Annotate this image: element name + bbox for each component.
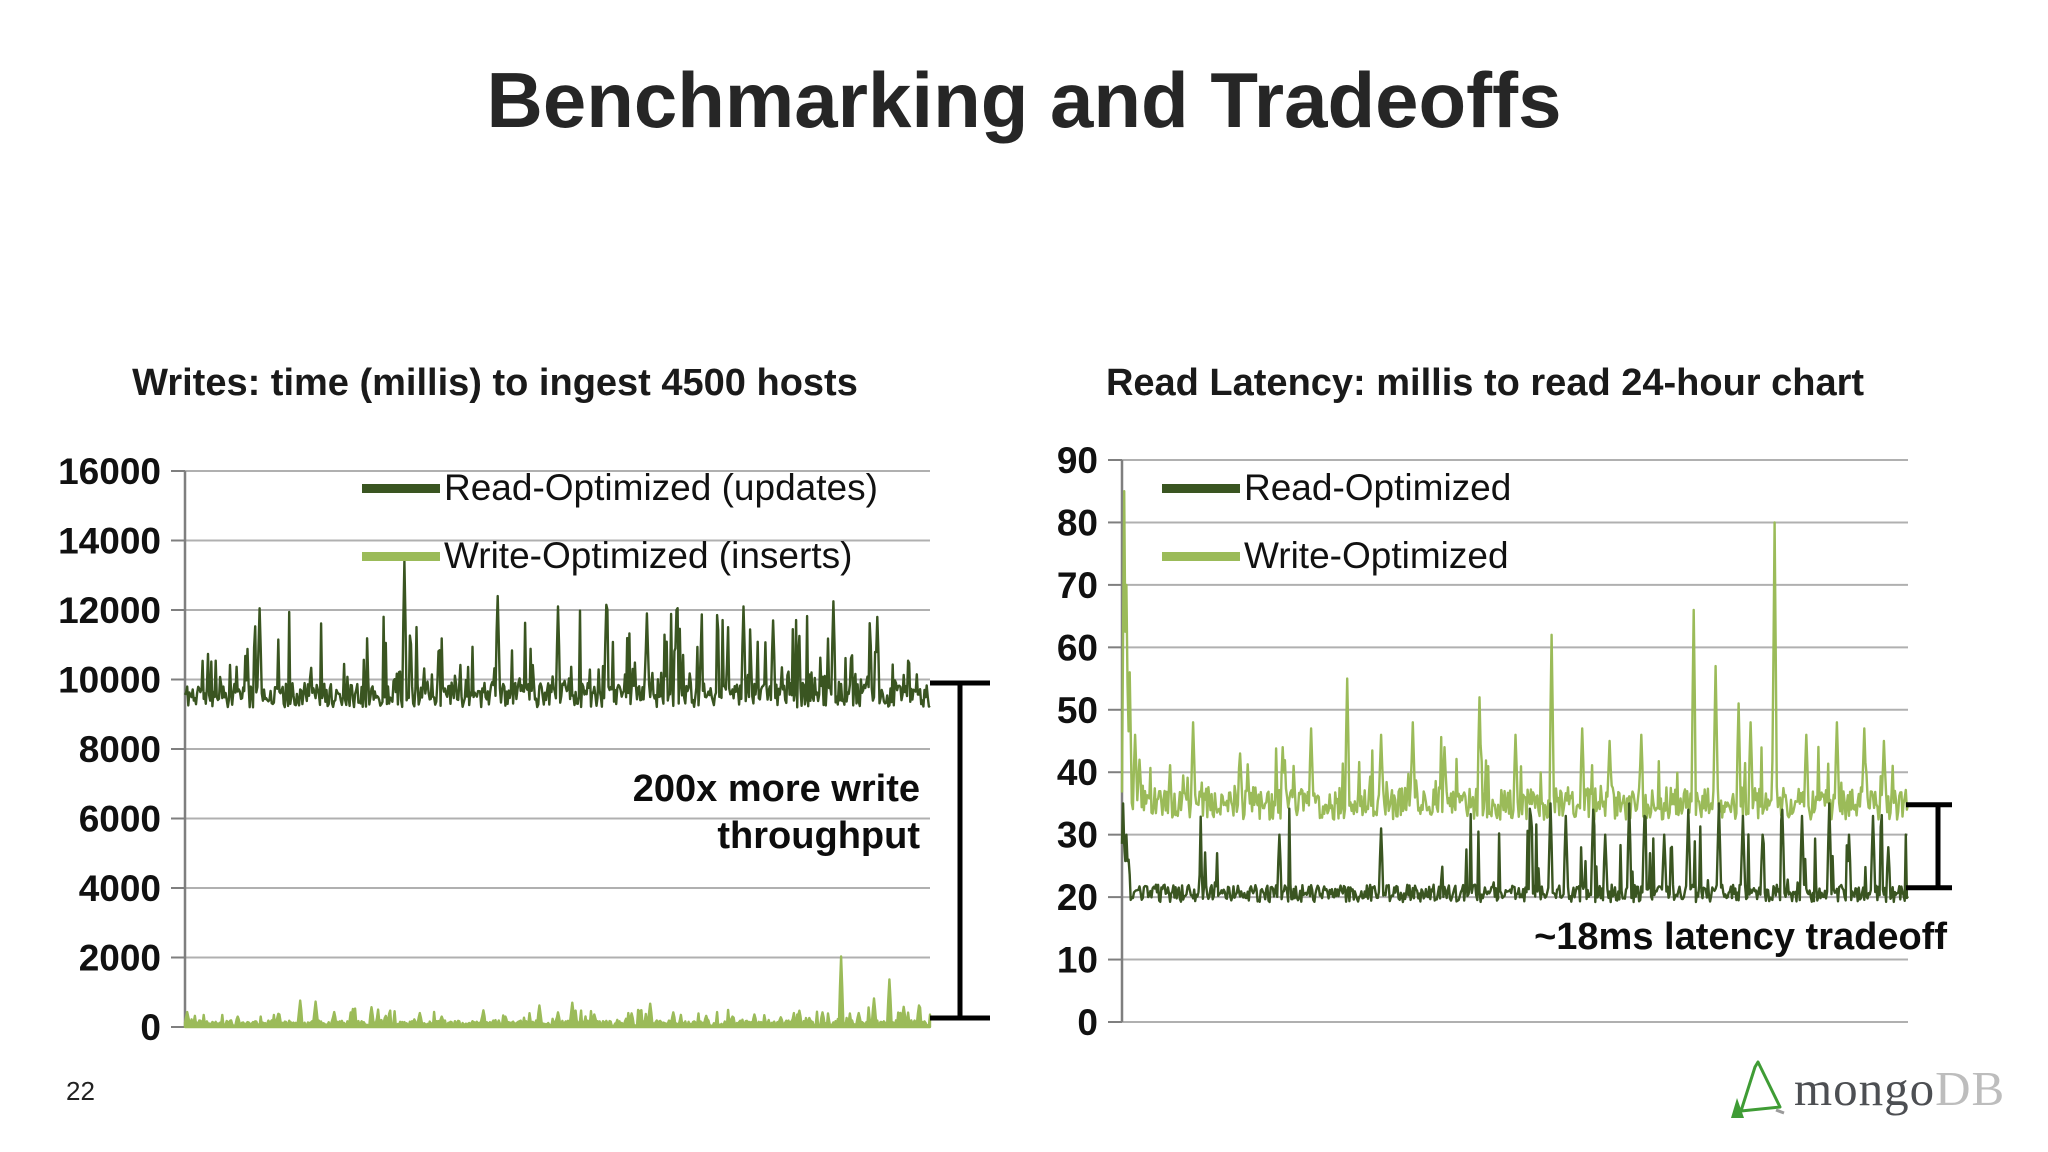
series-write-optimized bbox=[1120, 490, 1910, 821]
y-tick-label: 16000 bbox=[58, 451, 161, 492]
y-tick-label: 80 bbox=[1057, 502, 1098, 543]
legend-item-read-optimized: Read-Optimized bbox=[1162, 460, 1511, 516]
y-tick-label: 4000 bbox=[79, 868, 161, 909]
y-tick-label: 40 bbox=[1057, 752, 1098, 793]
legend-label: Read-Optimized bbox=[1244, 467, 1512, 508]
legend-swatch bbox=[1162, 483, 1240, 493]
mongodb-logo: mongo DB bbox=[1728, 1056, 2005, 1120]
gridlines bbox=[1108, 459, 1908, 1023]
series-write-optimized-inserts bbox=[183, 955, 932, 1029]
writes-chart-plot: 0 2000 4000 6000 8000 10000 12000 14000 16000 bbox=[58, 451, 990, 1048]
y-tick-label: 2000 bbox=[79, 938, 161, 979]
legend-label: Write-Optimized (inserts) bbox=[444, 535, 853, 576]
y-tick-label: 50 bbox=[1057, 690, 1098, 731]
legend-item-read-optimized-updates: Read-Optimized (updates) bbox=[362, 460, 878, 516]
y-tick-label: 10 bbox=[1057, 940, 1098, 981]
comparison-bracket bbox=[930, 680, 990, 1021]
read-latency-chart-title: Read Latency: millis to read 24-hour cha… bbox=[1105, 362, 1865, 404]
y-tick-label: 14000 bbox=[58, 521, 161, 562]
write-throughput-annotation: 200x more write throughput bbox=[480, 766, 920, 860]
read-latency-chart-plot: 0 10 20 30 40 50 60 70 80 90 bbox=[1057, 440, 1952, 1043]
page-number: 22 bbox=[66, 1076, 95, 1106]
comparison-bracket bbox=[1906, 802, 1952, 891]
y-tick-label: 20 bbox=[1057, 877, 1098, 918]
legend-swatch bbox=[362, 551, 440, 561]
y-tick-label: 90 bbox=[1057, 440, 1098, 481]
y-tick-label: 6000 bbox=[79, 799, 161, 840]
series-read-optimized-updates bbox=[183, 560, 931, 709]
legend-label: Write-Optimized bbox=[1244, 535, 1509, 576]
y-tick-label: 60 bbox=[1057, 627, 1098, 668]
legend-item-write-optimized: Write-Optimized bbox=[1162, 528, 1509, 584]
y-tick-label: 70 bbox=[1057, 565, 1098, 606]
latency-tradeoff-annotation: ~18ms latency tradeoff bbox=[1440, 914, 1947, 961]
annotation-line: ~18ms latency tradeoff bbox=[1534, 916, 1947, 958]
legend-swatch bbox=[1162, 551, 1240, 561]
y-tick-label: 30 bbox=[1057, 815, 1098, 856]
mongodb-leaf-icon bbox=[1731, 1060, 1785, 1118]
y-tick-label: 0 bbox=[140, 1007, 161, 1048]
legend-swatch bbox=[362, 483, 440, 493]
annotation-line: throughput bbox=[717, 815, 920, 857]
slide-title: Benchmarking and Tradeoffs bbox=[486, 56, 1562, 144]
y-tick-label: 0 bbox=[1077, 1002, 1098, 1043]
logo-text-db: DB bbox=[1935, 1060, 2006, 1116]
annotation-line: 200x more write bbox=[632, 768, 920, 810]
y-tick-label: 12000 bbox=[58, 590, 161, 631]
legend-label: Read-Optimized (updates) bbox=[444, 467, 878, 508]
y-tick-label: 10000 bbox=[58, 660, 161, 701]
writes-chart-title: Writes: time (millis) to ingest 4500 hos… bbox=[132, 362, 858, 404]
logo-text-mongo: mongo bbox=[1794, 1060, 1936, 1116]
series-read-optimized bbox=[1120, 802, 1910, 904]
y-tick-label: 8000 bbox=[79, 729, 161, 770]
legend-item-write-optimized-inserts: Write-Optimized (inserts) bbox=[362, 528, 852, 584]
